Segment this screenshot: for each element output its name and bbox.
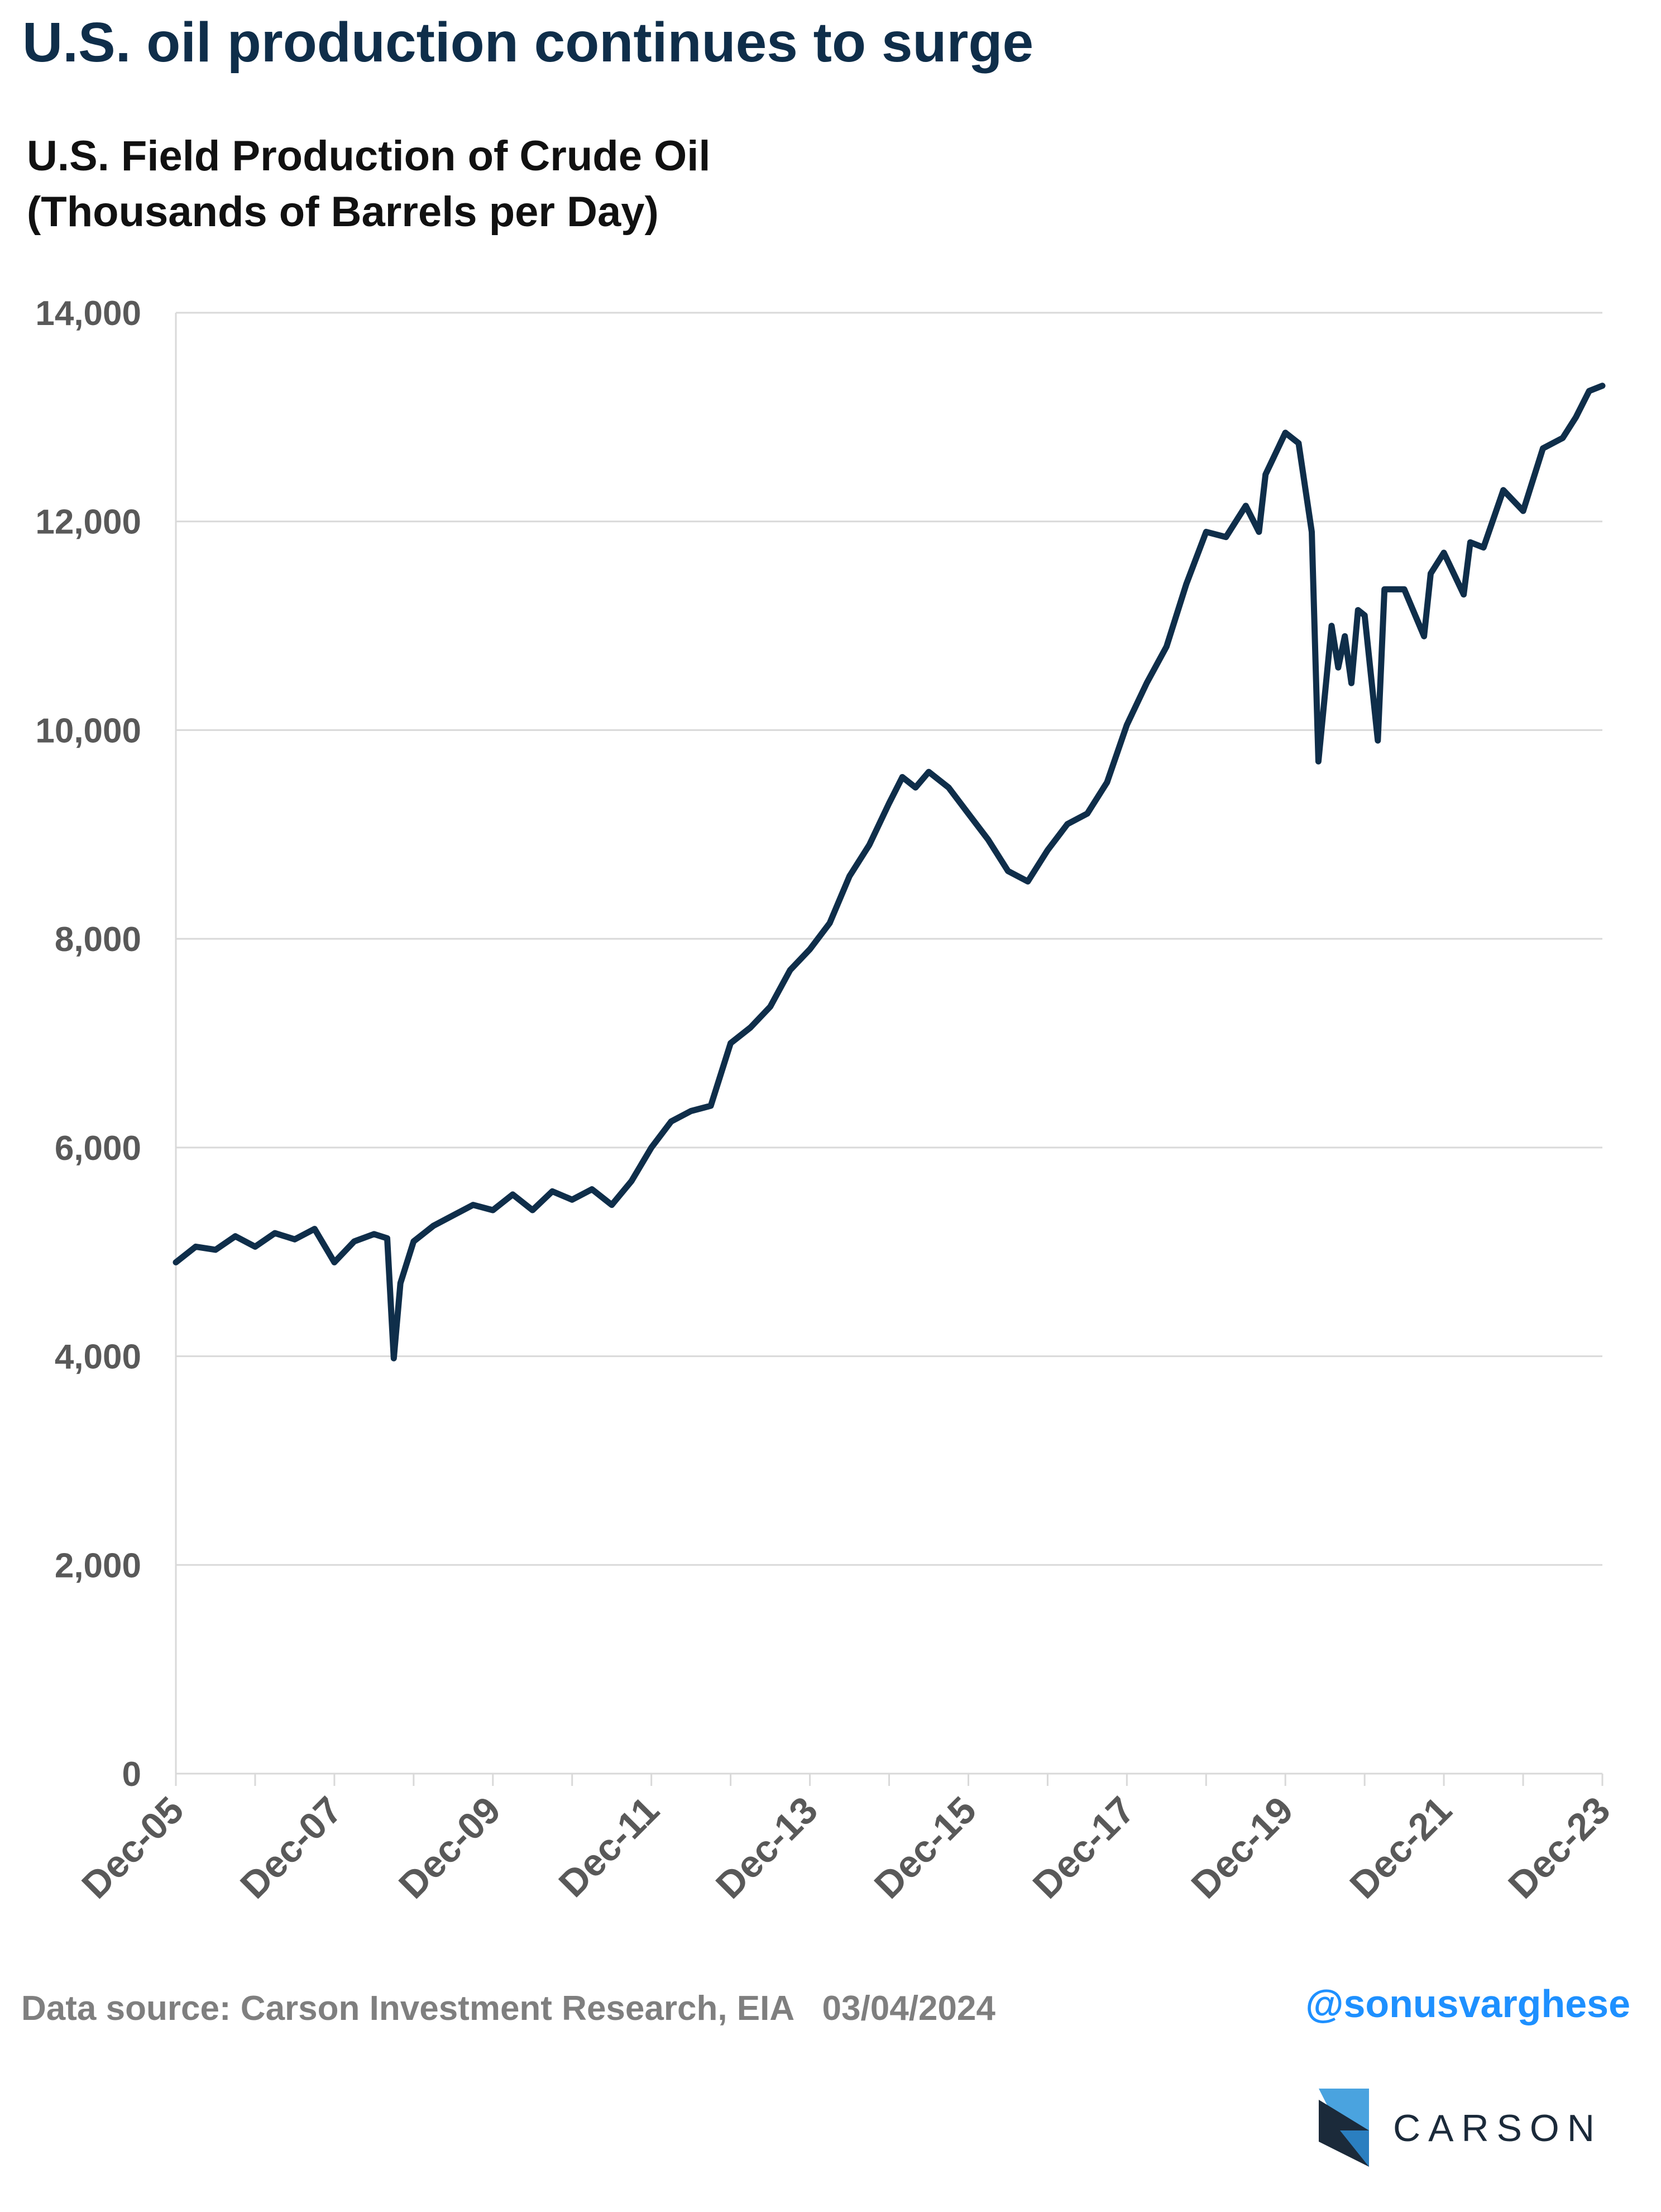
x-tick-label: Dec-21	[1342, 1789, 1459, 1907]
brand-name: CARSON	[1393, 2107, 1602, 2149]
x-tick-label: Dec-23	[1500, 1789, 1618, 1907]
data-series	[173, 383, 1606, 1361]
x-tick-label: Dec-15	[867, 1789, 984, 1907]
series-line	[173, 383, 1606, 1361]
x-tick-label: Dec-19	[1183, 1789, 1301, 1907]
carson-logo: CARSON	[1319, 2089, 1602, 2167]
data-source: Data source: Carson Investment Research,…	[21, 1989, 995, 2028]
y-tick-label: 6,000	[55, 1129, 141, 1168]
page-title: U.S. oil production continues to surge	[22, 11, 1033, 74]
y-gridlines	[176, 312, 1602, 1566]
logo-mark-light	[1319, 2089, 1369, 2130]
x-tick-label: Dec-05	[74, 1789, 192, 1907]
x-tick-label: Dec-07	[232, 1789, 350, 1907]
y-tick-label: 0	[122, 1755, 141, 1794]
x-tick-label: Dec-11	[551, 1789, 667, 1905]
y-tick-label: 10,000	[35, 711, 141, 750]
y-tick-label: 12,000	[35, 503, 141, 542]
y-tick-label: 8,000	[55, 920, 141, 959]
x-tick-label: Dec-13	[708, 1789, 826, 1907]
y-tick-label: 14,000	[35, 294, 141, 333]
logo-mark-accent	[1340, 2130, 1369, 2167]
x-tick-label: Dec-17	[1025, 1789, 1142, 1907]
y-tick-labels: 0 2,000 4,000 6,000 8,000 10,000 12,000 14,000	[35, 294, 141, 1794]
x-tick-label: Dec-09	[391, 1789, 509, 1907]
chart-subtitle-line2: (Thousands of Barrels per Day)	[27, 188, 659, 236]
chart-subtitle-line1: U.S. Field Production of Crude Oil	[27, 132, 710, 180]
y-tick-label: 2,000	[55, 1546, 141, 1585]
x-tick-labels: Dec-05 Dec-07 Dec-09 Dec-11 Dec-13 Dec-15 Dec-…	[74, 1789, 1618, 1907]
y-tick-label: 4,000	[55, 1338, 141, 1377]
x-axis	[175, 313, 1603, 1786]
author-handle[interactable]: @sonusvarghese	[1305, 1982, 1630, 2025]
